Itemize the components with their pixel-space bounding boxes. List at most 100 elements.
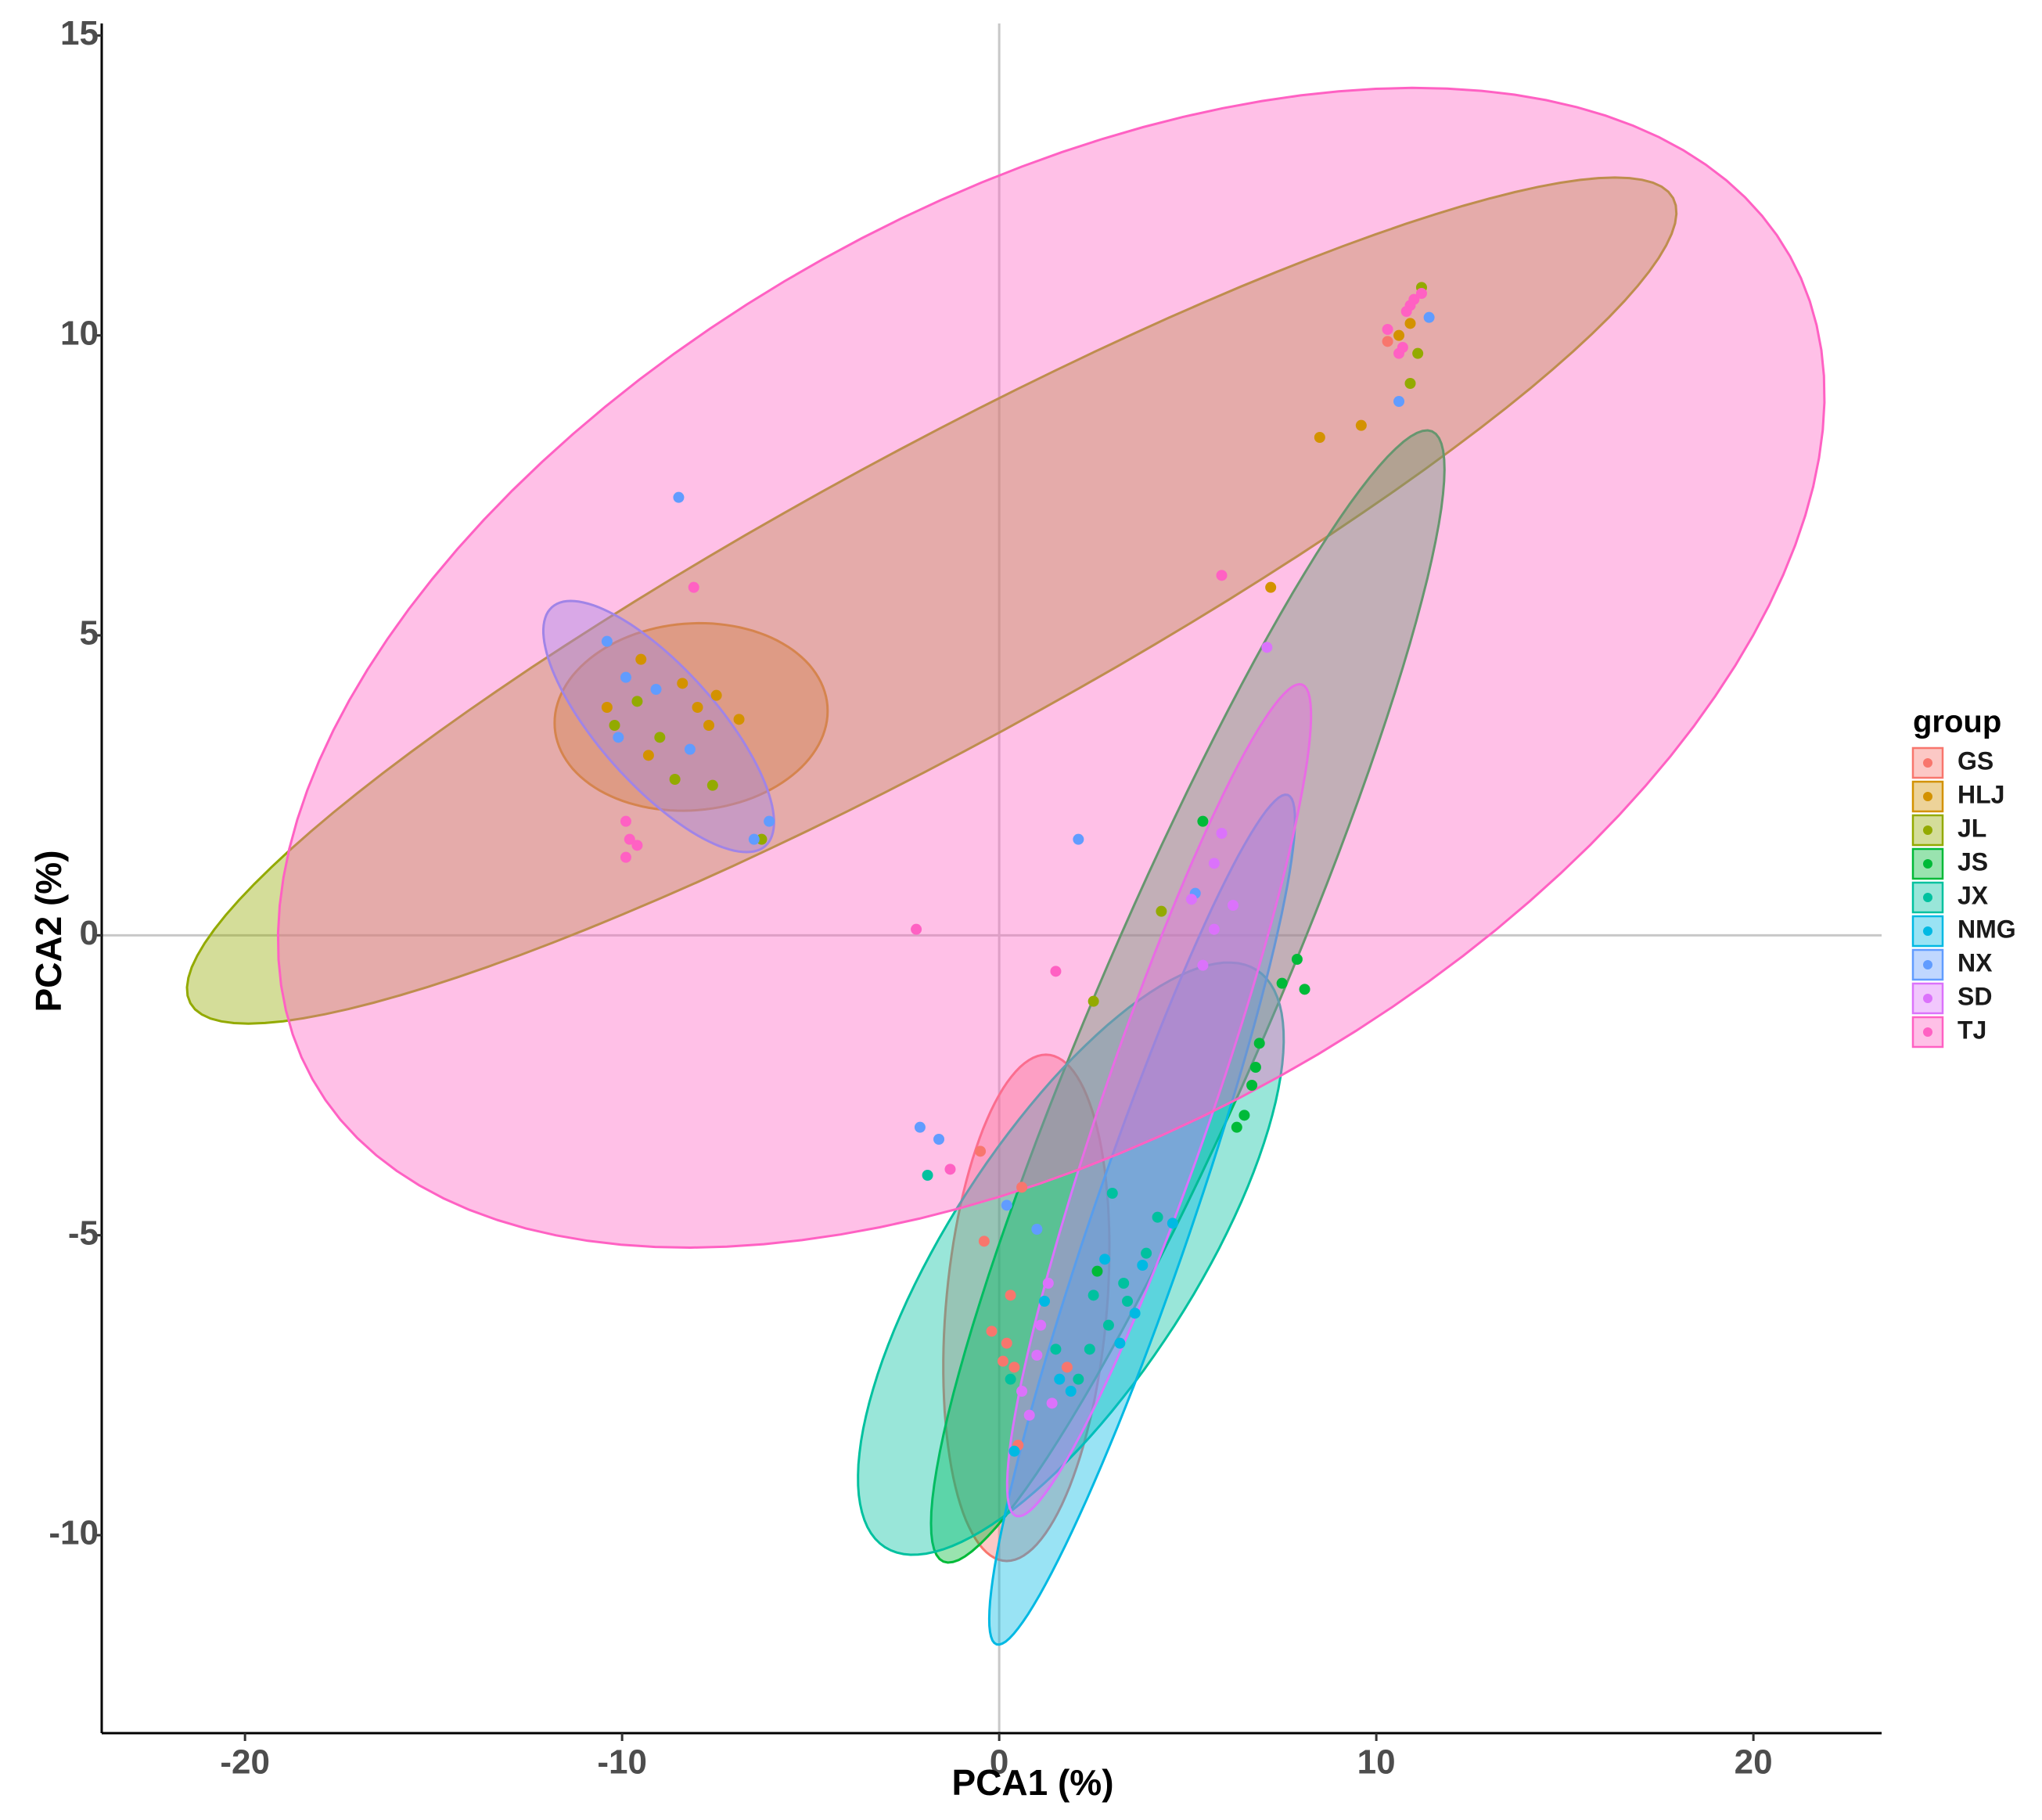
point — [613, 732, 624, 743]
legend-dot — [1923, 792, 1932, 801]
point — [1382, 336, 1393, 347]
point — [1129, 1307, 1141, 1319]
point — [1314, 432, 1325, 443]
ellipse-layer — [102, 23, 1882, 1733]
point — [684, 743, 696, 755]
y-tick-label: 10 — [60, 314, 99, 352]
point — [1239, 1110, 1250, 1121]
x-tick-label: -20 — [220, 1743, 270, 1782]
point — [1208, 923, 1220, 935]
point — [933, 1134, 945, 1145]
point — [748, 833, 760, 845]
legend-label: JX — [1958, 881, 1989, 909]
point — [1246, 1080, 1258, 1091]
legend-label: HLJ — [1958, 780, 2004, 808]
point — [1016, 1182, 1028, 1193]
point — [1231, 1121, 1242, 1133]
legend-label: SD — [1958, 982, 1992, 1010]
confidence-ellipse — [857, 961, 1285, 1556]
point — [1001, 1200, 1012, 1211]
point — [1408, 293, 1420, 305]
x-tick-label: 10 — [1357, 1743, 1396, 1782]
legend-title: group — [1913, 705, 2001, 739]
point — [1382, 324, 1393, 335]
confidence-ellipse — [929, 429, 1446, 1564]
legend-label: JS — [1958, 847, 1988, 876]
point — [1197, 815, 1209, 827]
point — [1038, 1296, 1050, 1307]
y-tick-label: -5 — [68, 1214, 99, 1252]
point — [1091, 1265, 1103, 1277]
legend-dot — [1923, 893, 1932, 902]
point — [1084, 1343, 1095, 1355]
legend: group GS HLJ JL JS JX NMG NX SD TJ — [1911, 705, 2016, 1048]
legend-dot — [1923, 859, 1932, 869]
point — [1227, 900, 1239, 911]
legend-dot — [1923, 960, 1932, 969]
point — [1046, 1397, 1058, 1409]
point — [1114, 1337, 1126, 1349]
y-tick-label: 5 — [80, 614, 99, 653]
confidence-ellipse — [185, 176, 1678, 1025]
point — [1102, 1319, 1114, 1331]
point — [1216, 570, 1228, 581]
point — [1167, 1218, 1178, 1229]
point — [620, 815, 631, 827]
point — [624, 833, 635, 845]
point — [978, 1236, 990, 1247]
point — [669, 774, 681, 785]
point — [635, 653, 647, 665]
point — [1404, 378, 1416, 389]
axes: -20 -10 0 10 20 -10 -5 0 5 10 15 — [49, 14, 1882, 1782]
point — [1156, 905, 1167, 917]
point — [710, 689, 722, 701]
point — [609, 720, 620, 731]
y-tick-label: 0 — [80, 914, 99, 952]
point — [1185, 894, 1197, 905]
x-tick-label: 20 — [1735, 1743, 1773, 1782]
point — [1099, 1253, 1111, 1265]
point — [1008, 1445, 1020, 1457]
point — [1291, 954, 1303, 965]
point — [642, 750, 654, 761]
point — [1197, 959, 1209, 971]
point — [1412, 347, 1424, 359]
point — [677, 678, 688, 689]
point — [1141, 1247, 1152, 1259]
point — [1265, 581, 1277, 593]
point — [673, 491, 685, 503]
point — [601, 635, 613, 647]
point — [1299, 984, 1310, 995]
point — [1054, 1373, 1066, 1385]
point — [688, 581, 699, 593]
legend-dot — [1923, 926, 1932, 936]
point — [1005, 1373, 1016, 1385]
point — [1106, 1188, 1118, 1199]
point — [692, 702, 703, 713]
legend-label: TJ — [1958, 1016, 1986, 1044]
point — [601, 702, 613, 713]
point — [733, 714, 745, 725]
point — [1216, 828, 1228, 839]
point — [1035, 1319, 1047, 1331]
point — [1073, 1373, 1084, 1385]
point — [1249, 1062, 1261, 1073]
point — [986, 1325, 998, 1337]
point — [1016, 1386, 1028, 1397]
point — [1008, 1361, 1020, 1373]
point — [1404, 318, 1416, 329]
point — [706, 779, 718, 791]
y-tick-label: 15 — [60, 14, 99, 52]
point — [1415, 288, 1427, 299]
point — [650, 684, 662, 695]
point — [631, 840, 643, 851]
point — [1276, 977, 1288, 989]
confidence-ellipse — [1005, 682, 1313, 1518]
confidence-ellipse — [276, 86, 1826, 1250]
point — [1050, 966, 1062, 977]
x-axis-title: PCA1 (%) — [951, 1762, 1113, 1803]
y-axis-title: PCA2 (%) — [28, 850, 69, 1012]
point — [1137, 1260, 1149, 1271]
point — [911, 923, 922, 935]
point — [1118, 1278, 1130, 1289]
